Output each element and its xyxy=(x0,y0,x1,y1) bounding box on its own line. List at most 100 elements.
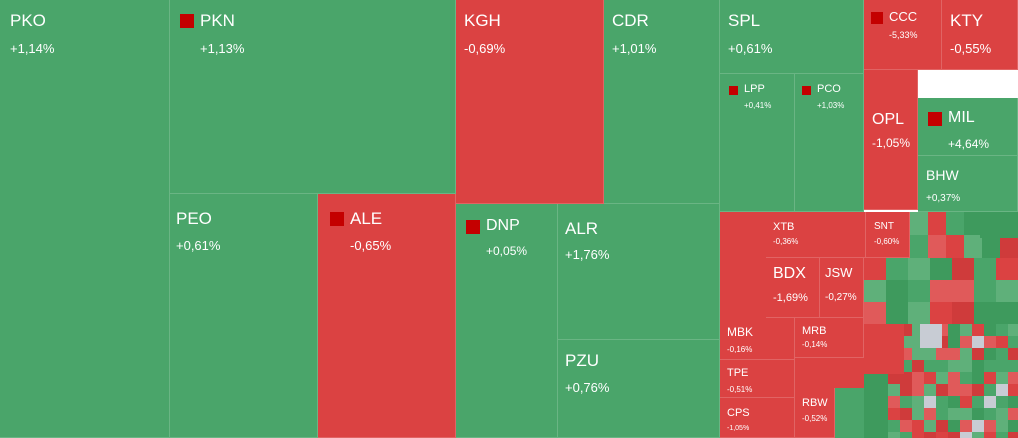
small-tile xyxy=(1008,420,1018,432)
small-tile xyxy=(972,420,984,432)
tile-xtb[interactable]: XTB -0,36% xyxy=(766,212,866,258)
tile-pzu[interactable]: PZU +0,76% xyxy=(558,340,720,438)
tile-pko[interactable]: PKO +1,14% xyxy=(0,0,170,438)
small-tile xyxy=(948,384,960,396)
small-tile xyxy=(1008,324,1018,336)
tile-lpp[interactable]: LPP +0,41% xyxy=(720,74,795,212)
tile-change: -1,69% xyxy=(773,292,808,304)
small-tile xyxy=(936,360,948,372)
alert-marker-icon xyxy=(330,212,344,226)
small-tile xyxy=(888,372,900,384)
small-tile xyxy=(984,432,996,438)
small-tile xyxy=(888,396,900,408)
small-tile xyxy=(1008,336,1018,348)
small-tile xyxy=(996,396,1008,408)
tile-pco[interactable]: PCO +1,03% xyxy=(795,74,864,212)
tile-kgh[interactable]: KGH -0,69% xyxy=(456,0,604,204)
tile-ale[interactable]: ALE -0,65% xyxy=(318,194,456,438)
small-tile xyxy=(948,348,960,360)
tile-mrb[interactable]: MRB -0,14% xyxy=(795,318,864,358)
tile-alr[interactable]: ALR +1,76% xyxy=(558,204,720,340)
small-tile xyxy=(924,360,936,372)
tile-symbol: BDX xyxy=(773,265,806,282)
small-tile xyxy=(984,396,996,408)
small-tile xyxy=(952,280,974,302)
small-tile xyxy=(1000,235,1018,258)
tile-jsw[interactable]: JSW -0,27% xyxy=(820,258,864,318)
small-tile xyxy=(900,396,912,408)
small-tile xyxy=(948,360,960,372)
alert-marker-icon xyxy=(729,86,738,95)
small-tile xyxy=(984,384,996,396)
tile-snt[interactable]: SNT -0,60% xyxy=(866,212,910,258)
small-tile xyxy=(948,408,960,420)
tile-change: +0,61% xyxy=(728,41,773,56)
tile-rbw[interactable]: RBW -0,52% xyxy=(795,388,835,438)
tile-mbk[interactable]: MBK -0,16% xyxy=(720,318,795,360)
small-tile xyxy=(928,235,946,258)
small-tile xyxy=(948,336,960,348)
small-tile xyxy=(936,348,948,360)
small-tile xyxy=(946,235,964,258)
small-tile xyxy=(835,388,864,438)
small-tile xyxy=(972,372,984,384)
small-tile xyxy=(996,348,1008,360)
tile-ccc[interactable]: CCC -5,33% xyxy=(864,0,942,70)
tile-tpe[interactable]: TPE -0,51% xyxy=(720,360,795,398)
small-tile xyxy=(984,336,996,348)
small-tile xyxy=(936,372,948,384)
tile-opl[interactable]: OPL -1,05% xyxy=(864,70,918,210)
small-tile xyxy=(908,280,930,302)
small-tile xyxy=(864,324,904,374)
tile-change: -0,27% xyxy=(825,292,857,303)
tile-change: +1,03% xyxy=(817,101,845,110)
tile-peo[interactable]: PEO +0,61% xyxy=(170,194,318,438)
tile-cdr[interactable]: CDR +1,01% xyxy=(604,0,720,204)
tile-pkn[interactable]: PKN +1,13% xyxy=(170,0,456,194)
small-tile xyxy=(974,280,996,302)
small-tile xyxy=(888,432,900,438)
tile-symbol: LPP xyxy=(744,83,765,95)
small-tile xyxy=(996,258,1018,280)
small-tile xyxy=(980,212,1018,238)
tile-mil[interactable]: MIL +4,64% xyxy=(918,98,1018,156)
small-tile xyxy=(908,258,930,280)
tile-cps[interactable]: CPS -1,05% xyxy=(720,398,795,438)
tile-change: +1,13% xyxy=(200,41,245,56)
tile-change: -0,69% xyxy=(464,41,506,56)
small-tile xyxy=(900,432,912,438)
small-tile xyxy=(984,324,996,336)
tile-bdx[interactable]: BDX -1,69% xyxy=(766,258,820,318)
small-tile xyxy=(1008,396,1018,408)
tile-dnp[interactable]: DNP +0,05% xyxy=(456,204,558,438)
small-tile xyxy=(864,374,888,438)
alert-marker-icon xyxy=(802,86,811,95)
tile-spl[interactable]: SPL +0,61% xyxy=(720,0,864,74)
tile-symbol: PZU xyxy=(565,351,599,370)
tile-change: +0,76% xyxy=(565,380,610,395)
small-tile xyxy=(864,258,886,280)
small-tile xyxy=(936,420,948,432)
small-tile xyxy=(960,432,972,438)
small-tile xyxy=(948,396,960,408)
tile-symbol: KTY xyxy=(950,11,984,30)
small-tile xyxy=(924,348,936,360)
tile-change: -0,14% xyxy=(802,340,828,349)
small-tile xyxy=(964,235,982,258)
tile-symbol: KGH xyxy=(464,11,501,30)
tile-symbol: MIL xyxy=(948,109,975,126)
small-tile xyxy=(900,372,912,384)
small-tile xyxy=(864,280,886,302)
small-tile xyxy=(908,302,930,324)
tile-symbol: ALR xyxy=(565,219,599,238)
small-tile xyxy=(888,408,900,420)
small-tile xyxy=(1008,348,1018,360)
tile-bhw[interactable]: BHW +0,37% xyxy=(918,156,1018,212)
small-tile xyxy=(936,408,948,420)
small-tile xyxy=(1008,432,1018,438)
small-tile xyxy=(972,348,984,360)
small-tile xyxy=(930,258,952,280)
tile-kty[interactable]: KTY -0,55% xyxy=(942,0,1018,70)
small-tile xyxy=(960,408,972,420)
small-tile xyxy=(910,212,928,235)
